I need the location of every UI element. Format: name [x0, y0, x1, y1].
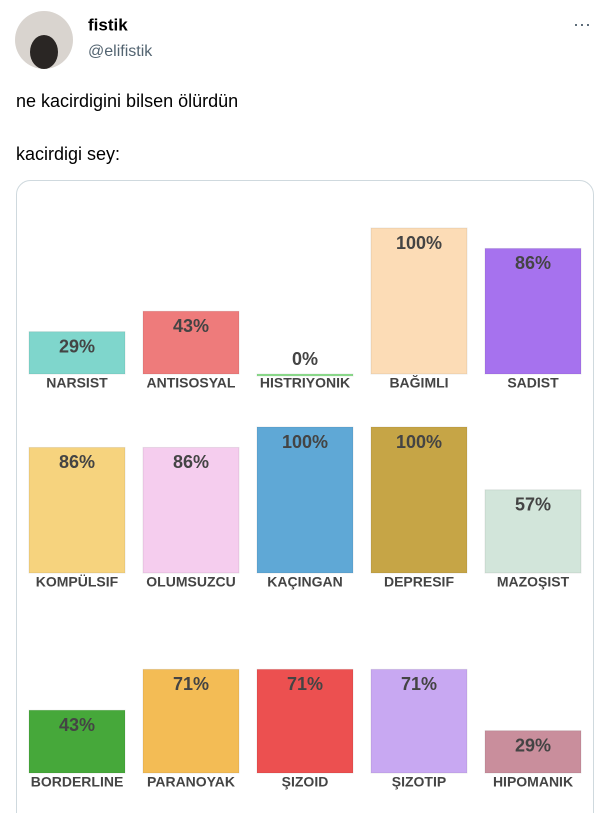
value-label: 0%: [292, 349, 318, 369]
category-label: KAÇINGAN: [267, 574, 342, 590]
bar: [370, 227, 468, 375]
category-label: OLUMSUZCU: [146, 574, 235, 590]
tweet-text: ne kacirdigini bilsen ölürdün: [16, 91, 238, 111]
bar: [256, 668, 354, 774]
value-label: 29%: [59, 336, 95, 356]
category-label: MAZOŞIST: [497, 574, 570, 590]
value-label: 71%: [287, 674, 323, 694]
value-label: 100%: [282, 432, 328, 452]
category-label: KOMPÜLSIF: [36, 574, 119, 590]
value-label: 86%: [515, 253, 551, 273]
bar: [370, 668, 468, 774]
bar: [484, 247, 582, 375]
user-name[interactable]: fistik: [88, 15, 128, 34]
value-label: 43%: [173, 316, 209, 336]
bar: [28, 709, 126, 774]
category-label: PARANOYAK: [147, 774, 235, 790]
category-label: NARSIST: [46, 375, 108, 391]
category-label: ANTISOSYAL: [147, 375, 236, 391]
category-label: ŞIZOTIP: [392, 774, 446, 790]
value-label: 86%: [59, 452, 95, 472]
avatar-figure: [30, 35, 58, 69]
bar: [370, 426, 468, 574]
value-label: 100%: [396, 233, 442, 253]
value-label: 57%: [515, 495, 551, 515]
bar: [142, 310, 240, 375]
bar: [484, 489, 582, 574]
value-label: 29%: [515, 735, 551, 755]
user-handle[interactable]: @elifistik: [88, 43, 153, 60]
bar: [142, 668, 240, 774]
bar: [28, 331, 126, 375]
value-label: 71%: [173, 674, 209, 694]
category-label: BAĞIMLI: [389, 374, 448, 391]
value-label: 71%: [401, 674, 437, 694]
value-label: 43%: [59, 715, 95, 735]
category-label: DEPRESIF: [384, 574, 454, 590]
category-label: HIPOMANIK: [493, 774, 573, 790]
tweet-text: kacirdigi sey:: [16, 144, 120, 164]
category-label: BORDERLINE: [31, 774, 124, 790]
bar: [484, 730, 582, 774]
category-label: ŞIZOID: [282, 774, 329, 790]
more-menu[interactable]: ⋯: [573, 15, 591, 35]
bar: [256, 426, 354, 574]
bar: [256, 373, 354, 377]
category-label: HISTRIYONIK: [260, 375, 350, 391]
category-label: SADIST: [507, 375, 559, 391]
bar: [28, 446, 126, 574]
value-label: 100%: [396, 432, 442, 452]
bar: [142, 446, 240, 574]
value-label: 86%: [173, 452, 209, 472]
